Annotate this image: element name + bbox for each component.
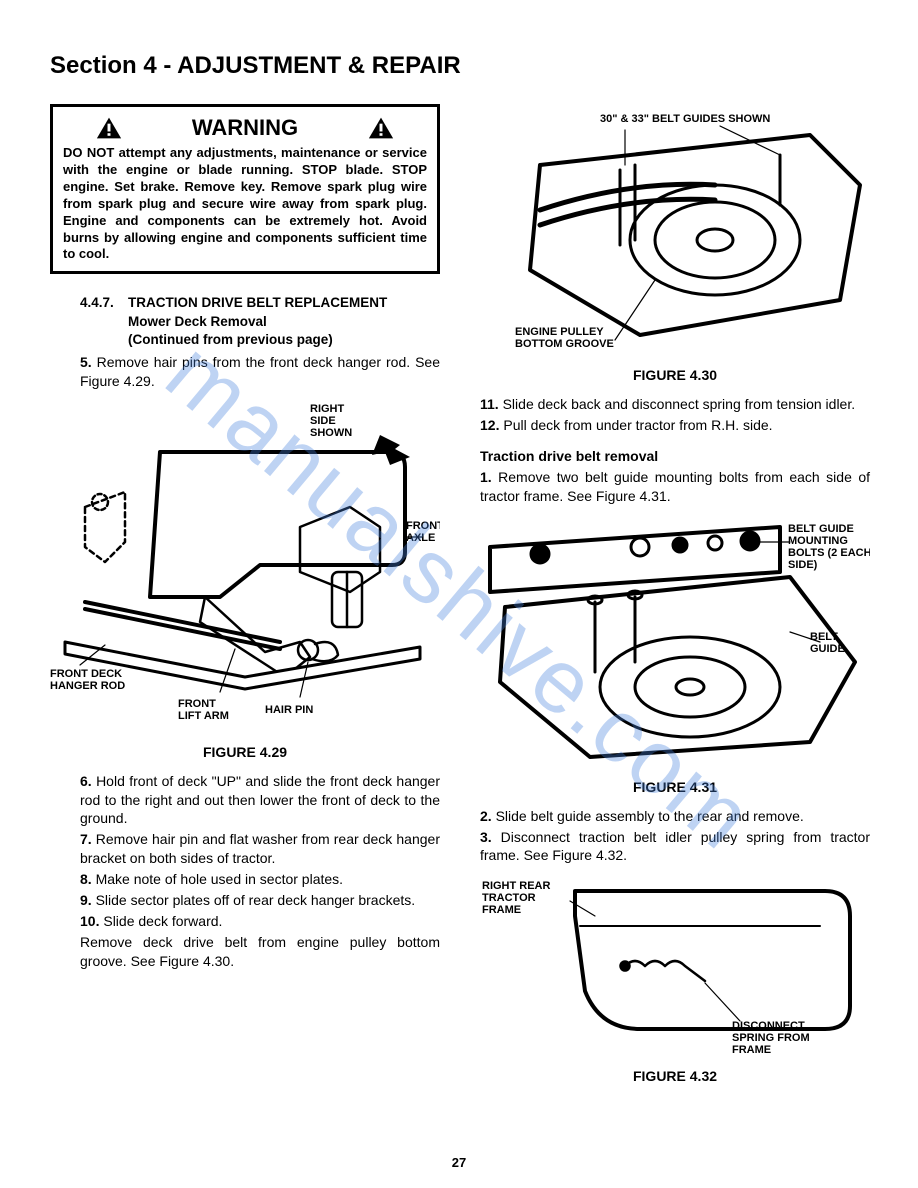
step-text: Slide deck forward.	[103, 913, 222, 929]
step-11: 11. Slide deck back and disconnect sprin…	[480, 395, 870, 414]
subsection-continued: (Continued from previous page)	[128, 331, 440, 349]
step-10-cont: Remove deck drive belt from engine pulle…	[80, 933, 440, 971]
step-6: 6. Hold front of deck "UP" and slide the…	[80, 772, 440, 829]
figure-4-31-svg: BELT GUIDE MOUNTING BOLTS (2 EACH SIDE) …	[480, 512, 870, 772]
warning-title: WARNING	[192, 113, 298, 143]
step-num: 8.	[80, 871, 92, 887]
subsection-title: TRACTION DRIVE BELT REPLACEMENT	[128, 295, 387, 310]
warning-header: WARNING	[63, 113, 427, 143]
step-num: 6.	[80, 773, 92, 789]
figure-4-29-svg: RIGHT SIDE SHOWN FRONT AXLE FRONT DECK H…	[50, 397, 440, 737]
figure-4-29: RIGHT SIDE SHOWN FRONT AXLE FRONT DECK H…	[50, 397, 440, 762]
fig-label: 30" & 33" BELT GUIDES SHOWN	[600, 113, 770, 125]
warning-body-text: DO NOT attempt any adjustments, maintena…	[63, 145, 427, 263]
figure-4-31-caption: FIGURE 4.31	[480, 778, 870, 797]
traction-removal-heading: Traction drive belt removal	[480, 447, 870, 466]
step-10: 10. Slide deck forward.	[80, 912, 440, 931]
fig-label: HANGER ROD	[50, 680, 125, 692]
figure-4-30-caption: FIGURE 4.30	[480, 366, 870, 385]
fig-label: LIFT ARM	[178, 710, 229, 722]
step-text: Remove hair pins from the front deck han…	[80, 354, 440, 389]
step-num: 7.	[80, 831, 92, 847]
step-9: 9. Slide sector plates off of rear deck …	[80, 891, 440, 910]
fig-label: SPRING FROM	[732, 1032, 810, 1044]
step-text: Remove two belt guide mounting bolts fro…	[480, 469, 870, 504]
step-r3: 3. Disconnect traction belt idler pulley…	[480, 828, 870, 866]
warning-box: WARNING DO NOT attempt any adjustments, …	[50, 104, 440, 274]
step-r2: 2. Slide belt guide assembly to the rear…	[480, 807, 870, 826]
step-r1: 1. Remove two belt guide mounting bolts …	[480, 468, 870, 506]
figure-4-31: BELT GUIDE MOUNTING BOLTS (2 EACH SIDE) …	[480, 512, 870, 797]
warning-triangle-icon	[96, 116, 122, 140]
section-title: Section 4 - ADJUSTMENT & REPAIR	[50, 50, 868, 82]
figure-4-30: 30" & 33" BELT GUIDES SHOWN	[480, 110, 870, 385]
figure-4-30-svg: 30" & 33" BELT GUIDES SHOWN	[480, 110, 870, 360]
step-text: Slide sector plates off of rear deck han…	[96, 892, 416, 908]
fig-label: FRONT DECK	[50, 668, 122, 680]
right-column: 30" & 33" BELT GUIDES SHOWN	[480, 104, 870, 1096]
step-text: Hold front of deck "UP" and slide the fr…	[80, 773, 440, 827]
fig-label: HAIR PIN	[265, 704, 313, 716]
step-num: 12.	[480, 417, 499, 433]
left-column: WARNING DO NOT attempt any adjustments, …	[50, 104, 440, 1096]
fig-label: FRONT	[178, 698, 216, 710]
fig-label: DISCONNECT	[732, 1020, 805, 1032]
fig-label: SIDE)	[788, 559, 818, 571]
fig-label: BOLTS (2 EACH	[788, 547, 870, 559]
subsection-header: 4.4.7.TRACTION DRIVE BELT REPLACEMENT Mo…	[80, 294, 440, 349]
subsection-subtitle: Mower Deck Removal	[128, 313, 440, 331]
step-num: 2.	[480, 808, 492, 824]
fig-label: FRAME	[482, 904, 521, 916]
step-7: 7. Remove hair pin and flat washer from …	[80, 830, 440, 868]
step-text: Disconnect traction belt idler pulley sp…	[480, 829, 870, 864]
figure-4-32: RIGHT REAR TRACTOR FRAME DISCONNECT SPRI…	[480, 871, 870, 1086]
step-text: Make note of hole used in sector plates.	[96, 871, 343, 887]
figure-4-29-caption: FIGURE 4.29	[50, 743, 440, 762]
step-num: 11.	[480, 396, 499, 412]
fig-label: RIGHT REAR	[482, 880, 551, 892]
subsection-number: 4.4.7.	[80, 294, 128, 312]
fig-label: RIGHT	[310, 403, 345, 415]
page-number: 27	[0, 1154, 918, 1172]
step-num: 1.	[480, 469, 492, 485]
two-column-layout: WARNING DO NOT attempt any adjustments, …	[50, 104, 868, 1096]
fig-label: FRONT	[406, 520, 440, 532]
fig-label: AXLE	[406, 532, 435, 544]
step-num: 5.	[80, 354, 92, 370]
step-8: 8. Make note of hole used in sector plat…	[80, 870, 440, 889]
fig-label: TRACTOR	[482, 892, 536, 904]
step-text: Slide deck back and disconnect spring fr…	[503, 396, 856, 412]
figure-4-32-caption: FIGURE 4.32	[480, 1067, 870, 1086]
warning-triangle-icon	[368, 116, 394, 140]
fig-label: MOUNTING	[788, 535, 848, 547]
step-num: 10.	[80, 913, 99, 929]
fig-label: BELT GUIDE	[788, 523, 854, 535]
fig-label: ENGINE PULLEY	[515, 326, 604, 338]
step-5: 5. Remove hair pins from the front deck …	[80, 353, 440, 391]
fig-label: BELT	[810, 631, 838, 643]
subsection-title-line: 4.4.7.TRACTION DRIVE BELT REPLACEMENT	[80, 294, 440, 312]
fig-label: FRAME	[732, 1044, 771, 1056]
step-text: Slide belt guide assembly to the rear an…	[496, 808, 804, 824]
step-num: 9.	[80, 892, 92, 908]
step-12: 12. Pull deck from under tractor from R.…	[480, 416, 870, 435]
step-num: 3.	[480, 829, 492, 845]
step-text: Pull deck from under tractor from R.H. s…	[503, 417, 772, 433]
fig-label: SHOWN	[310, 427, 352, 439]
fig-label: BOTTOM GROOVE	[515, 338, 614, 350]
fig-label: GUIDE	[810, 643, 845, 655]
fig-label: SIDE	[310, 415, 336, 427]
figure-4-32-svg: RIGHT REAR TRACTOR FRAME DISCONNECT SPRI…	[480, 871, 870, 1061]
step-text: Remove hair pin and flat washer from rea…	[80, 831, 440, 866]
